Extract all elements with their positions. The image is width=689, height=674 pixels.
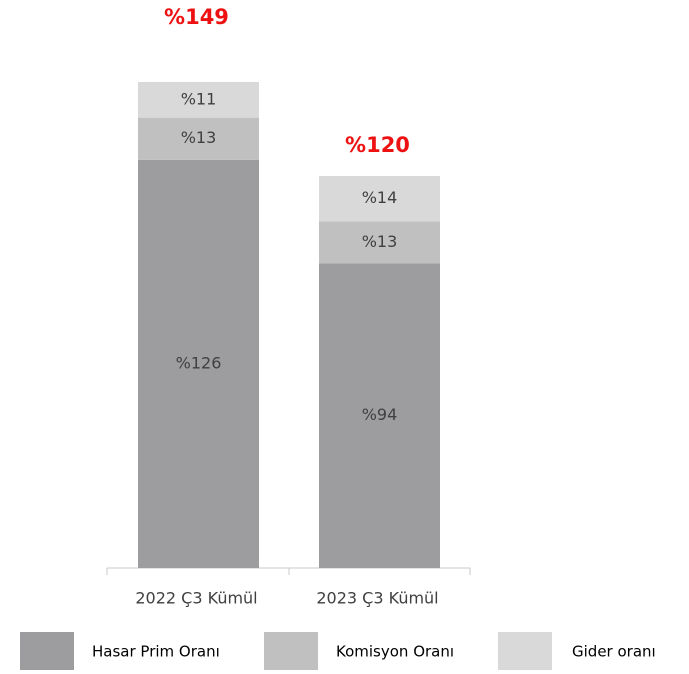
legend-swatch [498, 632, 552, 670]
legend-swatch [264, 632, 318, 670]
total-label: %149 [164, 5, 229, 29]
x-tick-label: 2023 Ç3 Kümül [316, 589, 438, 608]
data-label: %13 [362, 232, 398, 251]
data-label: %126 [176, 353, 222, 372]
legend-swatch [20, 632, 74, 670]
bar-segment [138, 117, 259, 160]
bar-segment [138, 82, 259, 118]
data-label: %11 [181, 89, 217, 108]
bar-segment [138, 159, 259, 568]
bar-segment [319, 175, 440, 222]
data-label: %13 [181, 128, 217, 147]
bar-segment [319, 263, 440, 568]
bar-segment [319, 221, 440, 264]
data-label: %94 [362, 405, 398, 424]
legend-label: Komisyon Oranı [336, 643, 454, 661]
legend-label: Gider oranı [572, 643, 656, 661]
x-tick-label: 2022 Ç3 Kümül [135, 589, 257, 608]
data-label: %14 [362, 188, 398, 207]
legend-label: Hasar Prim Oranı [92, 643, 220, 661]
total-label: %120 [345, 133, 410, 157]
